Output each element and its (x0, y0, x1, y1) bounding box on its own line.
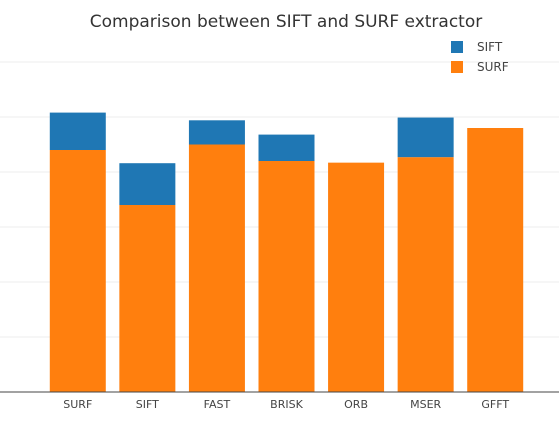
bar-sift-sift[interactable] (119, 163, 176, 205)
x-tick-label: MSER (410, 398, 441, 411)
bar-surf-gfft[interactable] (467, 128, 524, 392)
bar-surf-orb[interactable] (328, 162, 385, 392)
bar-surf-brisk[interactable] (258, 161, 315, 392)
legend-swatch-surf[interactable] (451, 61, 463, 73)
bar-surf-fast[interactable] (188, 144, 245, 393)
x-tick-label: ORB (344, 398, 368, 411)
bar-sift-surf[interactable] (49, 112, 106, 150)
bars (49, 112, 524, 393)
bar-sift-mser[interactable] (397, 117, 454, 158)
x-tick-label: BRISK (270, 398, 303, 411)
x-axis-ticks: SURF SIFT FAST BRISK ORB MSER GFFT (63, 398, 509, 411)
x-tick-label: FAST (204, 398, 231, 411)
bar-surf-mser[interactable] (397, 157, 454, 392)
bar-sift-fast[interactable] (188, 120, 245, 145)
legend-swatch-sift[interactable] (451, 41, 463, 53)
legend-label-surf[interactable]: SURF (477, 60, 509, 74)
x-tick-label: GFFT (481, 398, 509, 411)
legend-label-sift[interactable]: SIFT (477, 40, 503, 54)
x-tick-label: SURF (63, 398, 92, 411)
legend[interactable]: SIFT SURF (451, 40, 509, 74)
chart-title: Comparison between SIFT and SURF extract… (90, 12, 483, 32)
bar-surf-sift[interactable] (119, 205, 176, 392)
bar-sift-brisk[interactable] (258, 134, 315, 161)
x-tick-label: SIFT (136, 398, 159, 411)
bar-surf-surf[interactable] (49, 150, 106, 392)
